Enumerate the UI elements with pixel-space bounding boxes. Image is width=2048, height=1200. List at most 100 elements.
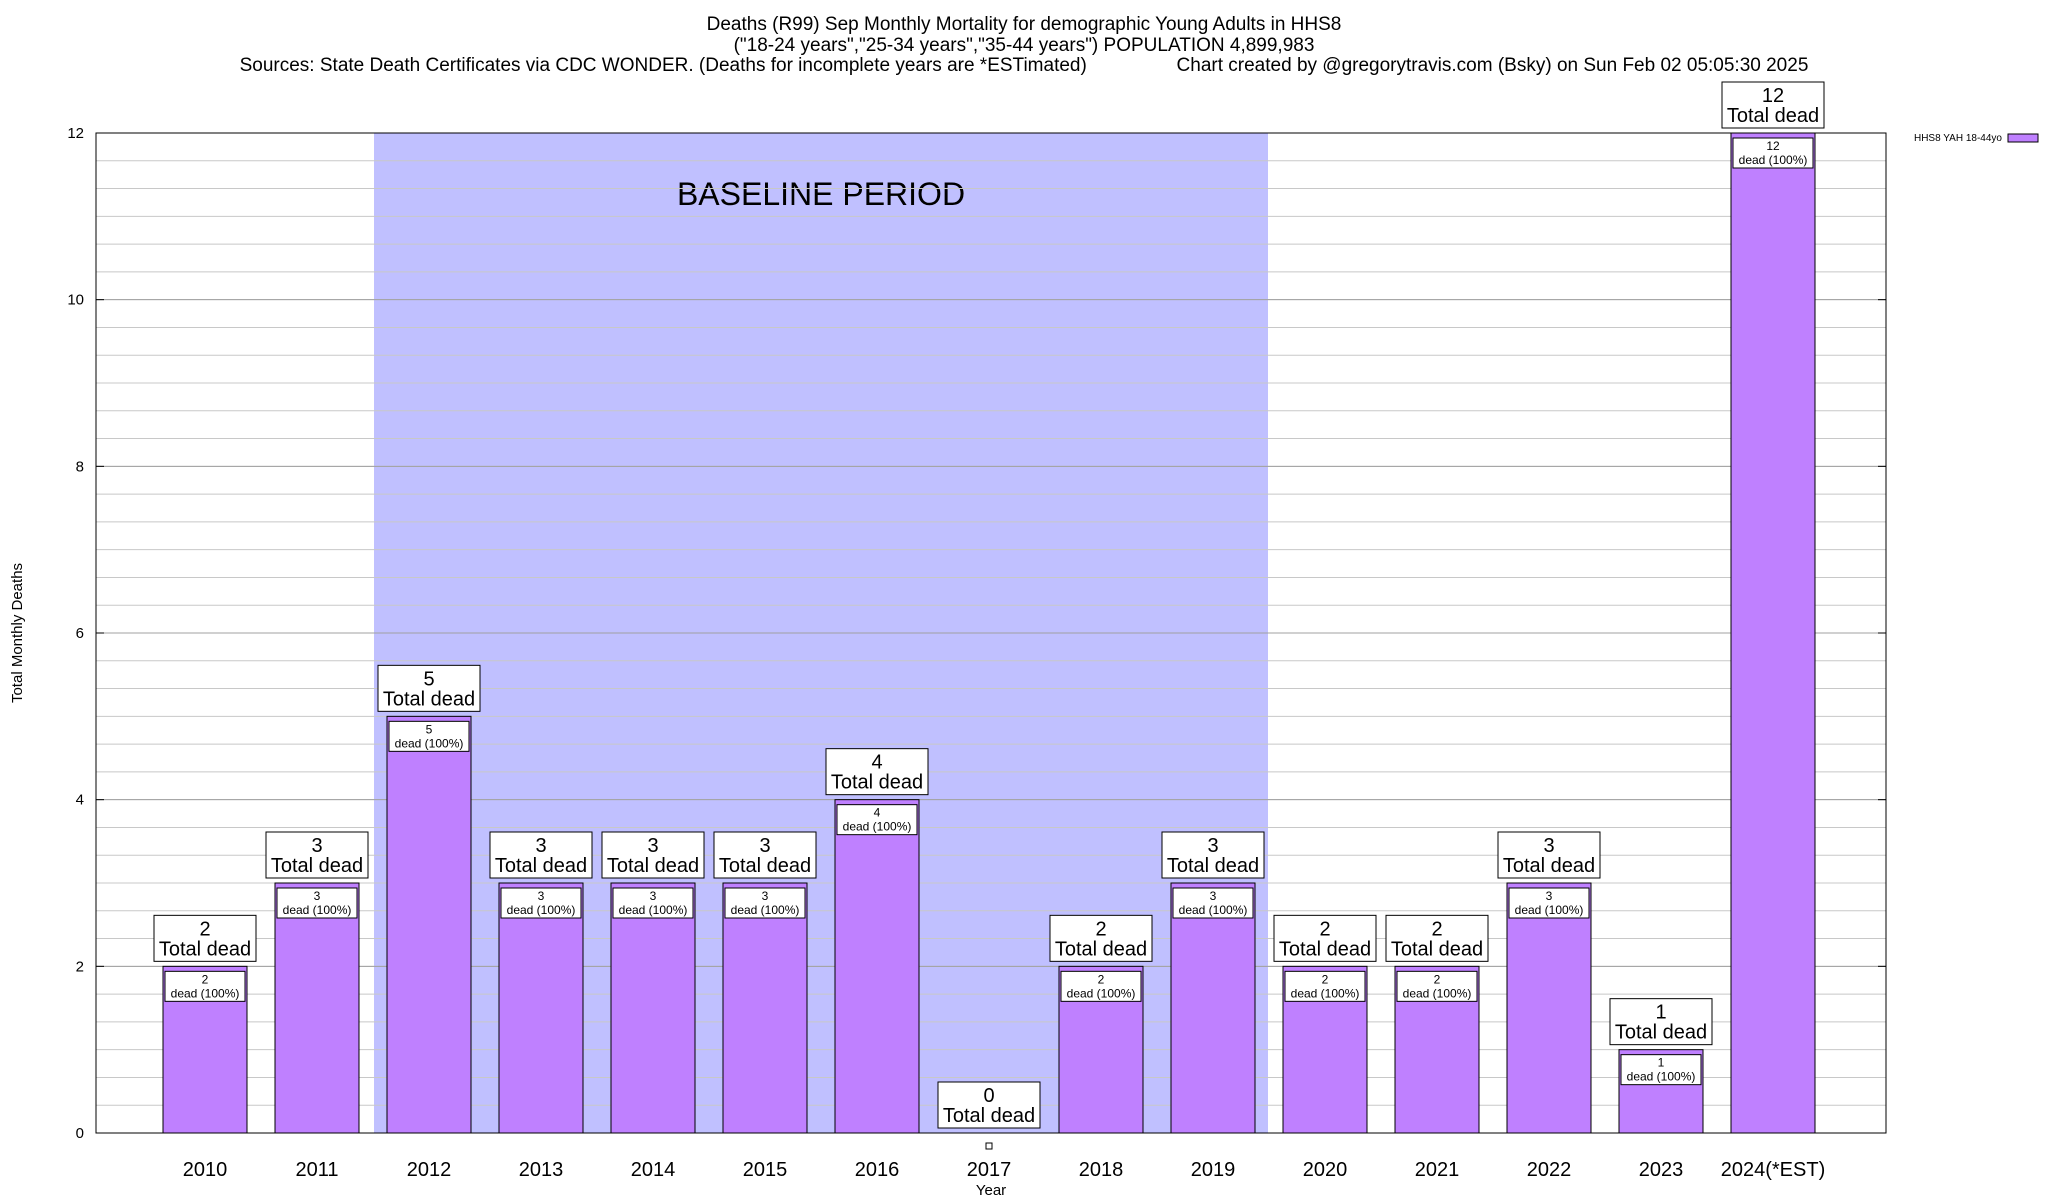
- total-label-box: [601, 831, 705, 879]
- inner-label-text: dead (100%): [1067, 986, 1136, 1000]
- total-label-text: Total dead: [271, 855, 363, 877]
- zero-marker: [985, 1142, 993, 1150]
- chart-title-line-1: Deaths (R99) Sep Monthly Mortality for d…: [706, 14, 1342, 35]
- total-label-box: [937, 1081, 1041, 1129]
- total-label-box: [1273, 914, 1377, 962]
- inner-label-value: 3: [762, 889, 769, 903]
- inner-label-text: dead (100%): [171, 986, 240, 1000]
- total-label-value: 3: [1207, 835, 1218, 857]
- y-tick-label: 2: [76, 958, 84, 975]
- inner-label-text: dead (100%): [395, 736, 464, 750]
- inner-label-value: 4: [874, 806, 881, 820]
- inner-label-value: 2: [202, 972, 209, 986]
- total-label-value: 2: [1319, 918, 1330, 940]
- inner-label-value: 2: [1322, 972, 1329, 986]
- inner-label-value: 3: [538, 889, 545, 903]
- x-tick-label: 2020: [1303, 1159, 1348, 1181]
- total-label-value: 5: [423, 668, 434, 690]
- x-axis-title: Year: [976, 1182, 1006, 1199]
- inner-label-value: 2: [1098, 972, 1105, 986]
- total-label-value: 2: [199, 918, 210, 940]
- baseline-period-label: BASELINE PERIOD: [677, 176, 965, 212]
- total-label-box: [1049, 914, 1153, 962]
- inner-label-value: 3: [1546, 889, 1553, 903]
- total-label-text: Total dead: [1279, 938, 1371, 960]
- total-label-value: 3: [535, 835, 546, 857]
- inner-label-text: dead (100%): [283, 903, 352, 917]
- y-tick-label: 0: [76, 1125, 84, 1142]
- total-label-box: [1385, 914, 1489, 962]
- total-label-box: [265, 831, 369, 879]
- bar-2019: [1170, 882, 1256, 1134]
- bar-2024(*EST): [1730, 132, 1816, 1134]
- axis-layer: 2010 2011 2012 2013 2014 2015 2016 2017 2018 2019…: [9, 125, 1887, 1199]
- total-label-text: Total dead: [1727, 105, 1819, 127]
- inner-label-text: dead (100%): [843, 820, 912, 834]
- inner-label-text: dead (100%): [507, 903, 576, 917]
- legend-entry-label: HHS8 YAH 18-44yo: [1914, 133, 2002, 144]
- total-label-text: Total dead: [1167, 855, 1259, 877]
- bar-2011: [274, 882, 360, 1134]
- x-tick-label: 2022: [1527, 1159, 1572, 1181]
- total-label-text: Total dead: [159, 938, 251, 960]
- total-label-text: Total dead: [1503, 855, 1595, 877]
- bar-2014: [610, 882, 696, 1134]
- total-label-value: 3: [1543, 835, 1554, 857]
- total-label-text: Total dead: [383, 688, 475, 710]
- total-label-value: 3: [647, 835, 658, 857]
- inner-label-box: [1620, 1054, 1702, 1086]
- total-label-value: 0: [983, 1085, 994, 1107]
- total-label-value: 4: [871, 752, 882, 774]
- inner-label-box: [1508, 887, 1590, 919]
- total-label-value: 12: [1762, 85, 1784, 107]
- inner-label-text: dead (100%): [619, 903, 688, 917]
- x-tick-label: 2011: [295, 1159, 338, 1181]
- total-label-box: [825, 748, 929, 796]
- inner-label-value: 3: [314, 889, 321, 903]
- total-label-box: [1497, 831, 1601, 879]
- x-tick-label: 2014: [631, 1159, 676, 1181]
- inner-label-box: [1172, 887, 1254, 919]
- total-label-text: Total dead: [607, 855, 699, 877]
- inner-label-box: [1396, 970, 1478, 1002]
- inner-label-text: dead (100%): [731, 903, 800, 917]
- y-tick-label: 8: [76, 458, 84, 475]
- chart-title-line-3: Sources: State Death Certificates via CD…: [239, 55, 1809, 76]
- inner-label-value: 1: [1658, 1056, 1665, 1070]
- bar-2013: [498, 882, 584, 1134]
- x-tick-label: 2015: [743, 1159, 788, 1181]
- total-label-text: Total dead: [1391, 938, 1483, 960]
- legend-layer: HHS8 YAH 18-44yo: [1914, 133, 2039, 144]
- inner-label-box: [1060, 970, 1142, 1002]
- legend-swatch: [2007, 133, 2039, 143]
- total-label-box: [377, 664, 481, 712]
- inner-label-box: [388, 720, 470, 752]
- inner-label-text: dead (100%): [1179, 903, 1248, 917]
- x-tick-label: 2012: [407, 1159, 452, 1181]
- total-label-text: Total dead: [719, 855, 811, 877]
- x-tick-label: 2024(*EST): [1721, 1159, 1826, 1181]
- inner-label-box: [1732, 137, 1814, 169]
- inner-label-box: [164, 970, 246, 1002]
- y-tick-label: 6: [76, 625, 84, 642]
- inner-label-value: 2: [1434, 972, 1441, 986]
- bar-2015: [722, 882, 808, 1134]
- x-tick-label: 2017: [967, 1159, 1012, 1181]
- inner-label-text: dead (100%): [1627, 1070, 1696, 1084]
- total-label-box: [153, 914, 257, 962]
- inner-label-value: 12: [1766, 139, 1780, 153]
- inner-label-box: [612, 887, 694, 919]
- y-tick-label: 4: [76, 792, 84, 809]
- y-axis-title: Total Monthly Deaths: [9, 563, 26, 703]
- bar-2016: [834, 799, 920, 1134]
- inner-label-value: 3: [1210, 889, 1217, 903]
- bar-2022: [1506, 882, 1592, 1134]
- inner-label-text: dead (100%): [1291, 986, 1360, 1000]
- inner-label-box: [1284, 970, 1366, 1002]
- x-tick-label: 2021: [1415, 1159, 1460, 1181]
- bar-2012: [386, 715, 472, 1134]
- inner-label-text: dead (100%): [1403, 986, 1472, 1000]
- total-label-value: 2: [1095, 918, 1106, 940]
- x-tick-label: 2010: [183, 1159, 228, 1181]
